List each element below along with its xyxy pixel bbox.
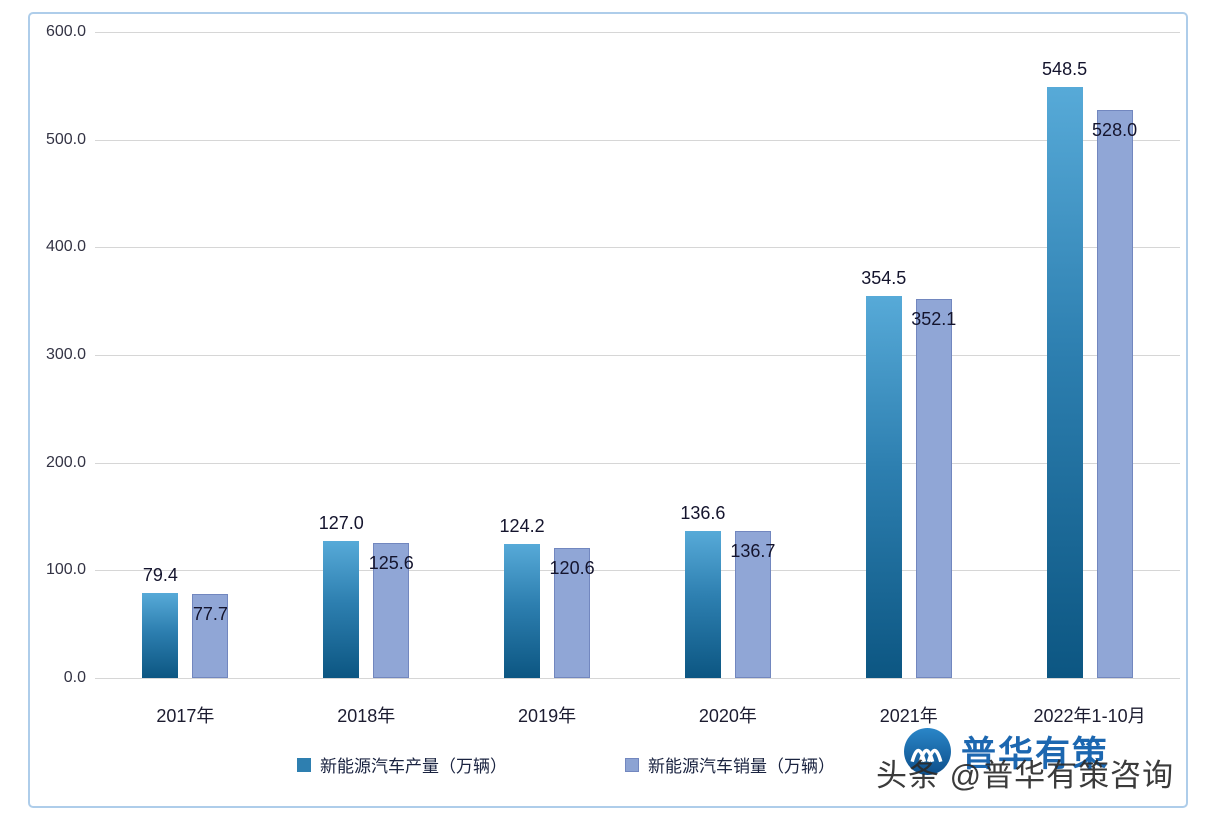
bar-production-2020年 (684, 530, 721, 678)
watermark-text: 头条 @普华有策咨询 (876, 758, 1175, 793)
bar-production-2017年 (142, 592, 179, 678)
y-axis-tick-label: 600.0 (45, 23, 86, 40)
x-axis-label: 2020年 (698, 706, 757, 726)
legend-item-sales: 新能源汽车销量（万辆） (625, 752, 835, 777)
value-label-sales: 120.6 (549, 558, 595, 579)
bar-sales-2017年 (192, 594, 229, 678)
value-label-production: 127.0 (318, 513, 364, 534)
y-axis-tick-label: 0.0 (63, 669, 86, 686)
x-axis-label: 2022年1-10月 (1033, 706, 1146, 726)
x-axis-label: 2018年 (337, 706, 396, 726)
bar-sales-2021年 (915, 298, 952, 678)
bar-production-2022年1-10月 (1046, 87, 1083, 678)
value-label-sales: 528.0 (1092, 119, 1138, 140)
y-axis-tick-label: 400.0 (45, 238, 86, 256)
x-axis-label: 2021年 (879, 706, 938, 726)
bar-sales-2019年 (554, 548, 591, 678)
x-axis: 2017年 2018年 2019年 2020年 2021年 2022年1-10月 (95, 702, 1180, 728)
legend: 新能源汽车产量（万辆） 新能源汽车销量（万辆） (297, 752, 835, 777)
legend-item-production: 新能源汽车产量（万辆） (297, 752, 507, 777)
value-label-sales: 77.7 (192, 604, 228, 625)
gridline (95, 355, 1180, 356)
y-axis-tick-label: 300.0 (45, 346, 86, 363)
y-axis-tick-label: 100.0 (45, 561, 86, 579)
sales-swatch-icon (625, 757, 639, 772)
legend-label-sales: 新能源汽车销量（万辆） (648, 757, 835, 776)
legend-label-production: 新能源汽车产量（万辆） (320, 757, 507, 776)
gridline (95, 139, 1180, 141)
value-label-sales: 136.7 (730, 540, 776, 561)
plot-area: 79.4 77.7 127.0 125.6 124.2 120.6 136.6 136.7 35… (95, 32, 1180, 679)
value-label-production: 548.5 (1042, 59, 1088, 80)
value-label-sales: 125.6 (368, 552, 414, 573)
bar-sales-2022年1-10月 (1096, 109, 1133, 678)
bar-production-2018年 (323, 541, 360, 678)
bar-production-2019年 (504, 544, 541, 678)
gridline (95, 32, 1180, 33)
y-axis-tick-label: 200.0 (45, 453, 86, 471)
value-label-sales: 352.1 (911, 308, 957, 329)
value-label-production: 124.2 (499, 516, 545, 537)
bar-sales-2020年 (734, 530, 771, 678)
value-label-production: 354.5 (861, 268, 907, 289)
bar-sales-2018年 (373, 542, 410, 678)
gridline (95, 678, 1180, 679)
value-label-production: 136.6 (680, 502, 726, 523)
value-label-production: 79.4 (142, 564, 178, 585)
gridline (95, 462, 1180, 464)
gridline (95, 570, 1180, 572)
brand-name: 普华有策 (961, 735, 1110, 774)
brand-logo: 普华有策 (903, 726, 1109, 777)
bar-production-2021年 (865, 296, 902, 678)
production-swatch-icon (297, 757, 311, 772)
y-axis: 0.0 100.0 200.0 300.0 400.0 500.0 600.0 (26, 23, 86, 686)
x-axis-label: 2019年 (518, 706, 577, 726)
x-axis-label: 2017年 (156, 706, 215, 726)
gridline (95, 247, 1180, 249)
y-axis-tick-label: 500.0 (45, 130, 86, 148)
company-logo-icon (904, 728, 951, 775)
